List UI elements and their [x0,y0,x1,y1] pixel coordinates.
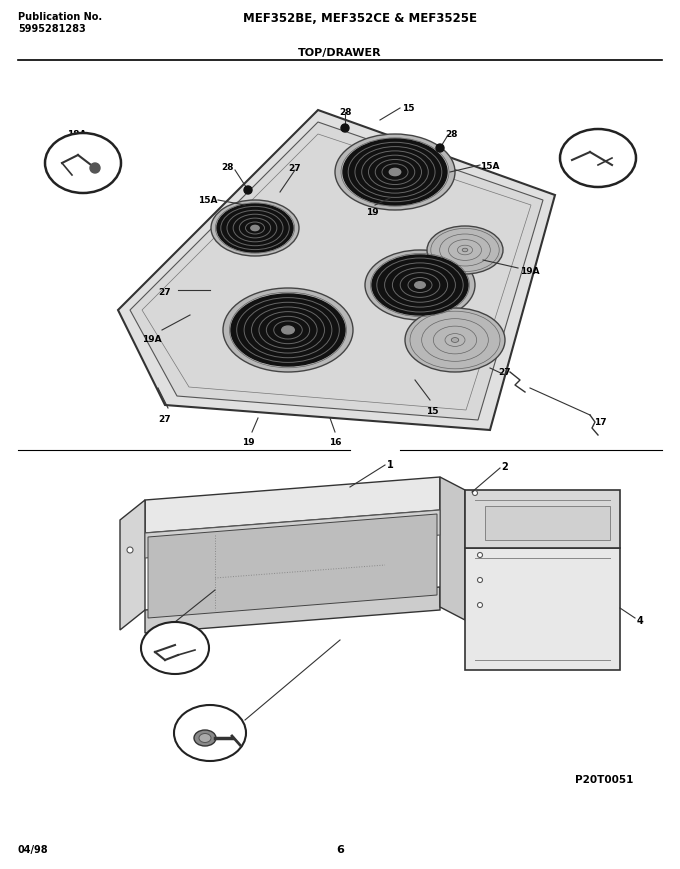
Text: 27: 27 [158,415,171,424]
Text: 28: 28 [446,130,458,139]
Ellipse shape [251,225,259,230]
Text: 17: 17 [594,418,607,427]
Text: 16: 16 [328,438,341,447]
Ellipse shape [211,200,299,256]
Polygon shape [145,510,440,558]
Ellipse shape [427,226,503,274]
Ellipse shape [405,308,505,372]
Text: 28: 28 [339,108,352,117]
Circle shape [90,163,100,173]
Ellipse shape [199,733,211,742]
Polygon shape [465,548,620,670]
Text: 7: 7 [172,620,178,629]
Text: 15: 15 [426,407,438,416]
Text: 27: 27 [289,164,301,173]
Text: P20T0051: P20T0051 [575,775,633,785]
Text: 27: 27 [158,288,171,297]
Circle shape [477,553,483,558]
Ellipse shape [343,139,447,205]
Text: 19: 19 [366,208,378,217]
Circle shape [127,547,133,553]
Polygon shape [145,477,440,533]
Ellipse shape [223,288,353,372]
Circle shape [244,186,252,194]
Circle shape [477,578,483,582]
Polygon shape [118,110,555,430]
Ellipse shape [365,250,475,320]
Text: 15A: 15A [199,196,218,205]
Text: 2: 2 [502,462,509,472]
Text: 15A: 15A [480,162,500,171]
Ellipse shape [174,705,246,761]
Polygon shape [485,506,610,540]
Polygon shape [120,500,145,630]
Polygon shape [465,490,620,548]
Text: 6: 6 [336,845,344,855]
Ellipse shape [194,730,216,746]
Ellipse shape [335,134,455,210]
Ellipse shape [283,327,293,333]
Ellipse shape [252,226,258,230]
Ellipse shape [372,255,468,315]
Text: 19: 19 [241,438,254,447]
Text: Publication No.: Publication No. [18,12,102,22]
Text: 19A: 19A [142,335,162,344]
Polygon shape [130,122,543,420]
Ellipse shape [415,282,425,289]
Ellipse shape [416,282,424,288]
Polygon shape [440,477,465,620]
Text: 18A: 18A [67,130,87,139]
Ellipse shape [389,169,401,176]
Circle shape [436,144,444,152]
Text: 5995281283: 5995281283 [18,24,86,34]
Ellipse shape [141,622,209,674]
Ellipse shape [217,204,293,252]
Text: 27: 27 [498,368,511,377]
Polygon shape [148,514,437,618]
Text: MEF352BE, MEF352CE & MEF3525E: MEF352BE, MEF352CE & MEF3525E [243,12,477,25]
Circle shape [473,490,477,495]
Text: 4: 4 [636,616,643,626]
Text: 04/98: 04/98 [18,845,49,855]
Circle shape [341,124,349,132]
Text: TOP/DRAWER: TOP/DRAWER [299,48,381,58]
Ellipse shape [231,294,345,366]
Circle shape [477,602,483,607]
Text: 1: 1 [387,460,393,470]
Text: 28: 28 [222,163,234,172]
Ellipse shape [560,129,636,187]
Ellipse shape [452,337,459,342]
Ellipse shape [462,249,468,252]
Ellipse shape [390,169,400,175]
Text: 18: 18 [592,128,605,137]
Text: 44: 44 [203,707,216,716]
Ellipse shape [45,133,121,193]
Ellipse shape [282,326,294,334]
Text: 15: 15 [402,104,414,113]
Text: 19A: 19A [520,267,540,276]
Polygon shape [145,587,440,633]
